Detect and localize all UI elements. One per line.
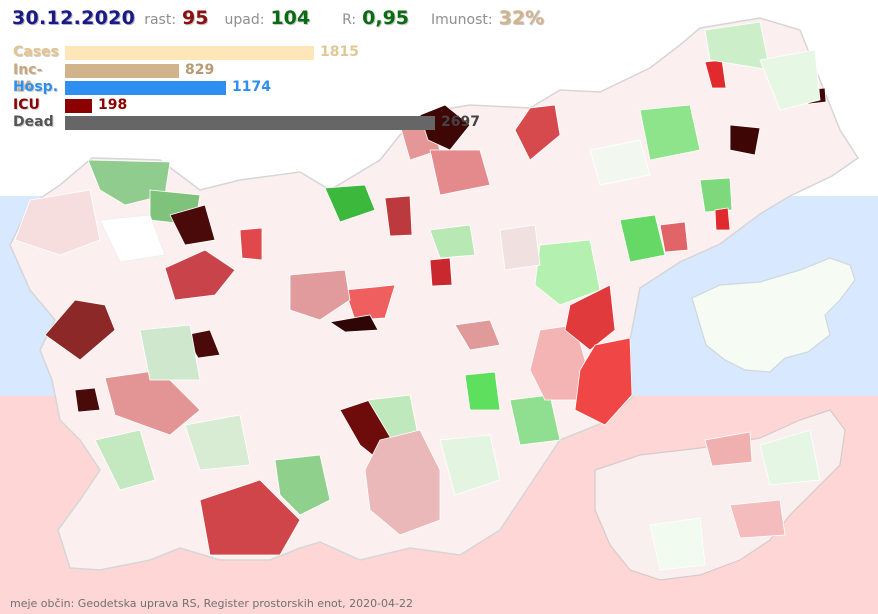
stat-value-cases: 1815	[320, 44, 359, 60]
inset-map-blue-outline	[691, 257, 856, 373]
region-31	[439, 434, 501, 496]
region-39	[639, 104, 701, 161]
region-27	[454, 319, 501, 351]
upad-label: upad:	[224, 12, 265, 28]
stat-value-dead: 2697	[441, 114, 480, 130]
inset-region-3	[759, 429, 821, 486]
imunost-value: 32%	[498, 7, 545, 29]
header-bar: 30.12.2020 rast: 95 upad: 104 R: 0,95 Im…	[12, 7, 544, 35]
region-15	[324, 184, 376, 223]
region-10	[139, 324, 201, 381]
region-16	[384, 195, 413, 237]
region-40	[729, 124, 761, 156]
r-value: 0,95	[362, 7, 410, 29]
region-45	[699, 177, 733, 213]
stat-value-icu: 198	[98, 96, 128, 113]
date-label: 30.12.2020	[12, 7, 136, 29]
region-20	[514, 104, 561, 161]
stat-label-inc-14: Inc-14	[13, 61, 43, 95]
stat-value-hosp: 1174	[232, 79, 271, 95]
inset-map-blue	[691, 257, 856, 373]
stat-label-icu: ICU	[13, 96, 40, 113]
stat-value-inc-14: 829	[185, 61, 215, 78]
region-37	[659, 221, 689, 253]
region-12	[274, 454, 331, 516]
region-29	[509, 394, 561, 446]
region-48	[14, 189, 101, 256]
rast-value: 95	[182, 7, 209, 29]
stat-bar-icu	[65, 98, 92, 113]
region-46	[714, 207, 731, 231]
region-34	[574, 337, 633, 426]
region-1	[87, 159, 171, 206]
map-credit: meje občin: Geodetska uprava RS, Registe…	[10, 597, 414, 610]
region-38	[589, 139, 651, 186]
stat-label-dead: Dead	[13, 114, 54, 130]
main-map	[9, 17, 860, 571]
region-14	[184, 414, 251, 471]
region-44	[759, 49, 821, 111]
region-13	[94, 429, 156, 491]
rast-label: rast:	[144, 12, 177, 28]
inset-region-1	[704, 431, 753, 467]
inset-region-4	[649, 517, 706, 571]
region-21	[344, 284, 396, 321]
region-19	[429, 149, 491, 196]
region-28	[464, 371, 501, 411]
region-35	[534, 239, 601, 306]
region-11	[199, 479, 301, 556]
stat-bar-cases	[65, 46, 314, 60]
region-26	[429, 257, 453, 287]
region-49	[499, 224, 541, 271]
r-label: R:	[342, 12, 357, 28]
stat-bar-dead	[65, 116, 435, 130]
stat-label-cases: Cases	[13, 44, 59, 60]
region-47	[239, 227, 263, 261]
region-5	[164, 249, 236, 301]
stat-label-hosp: Hosp.	[13, 79, 59, 95]
region-50	[429, 224, 476, 259]
imunost-label: Imunost:	[431, 12, 493, 28]
inset-map-red	[594, 409, 846, 581]
upad-value: 104	[270, 7, 311, 29]
region-36	[619, 214, 666, 263]
region-30	[364, 429, 441, 536]
region-4	[99, 214, 166, 263]
region-6	[44, 299, 116, 361]
stat-bar-inc-14	[65, 63, 179, 78]
stat-bar-hosp	[65, 81, 226, 95]
region-8	[74, 387, 101, 413]
region-23	[289, 269, 351, 321]
region-33	[564, 284, 616, 351]
region-22	[328, 314, 379, 333]
inset-region-2	[729, 499, 786, 539]
region-3	[169, 204, 216, 246]
